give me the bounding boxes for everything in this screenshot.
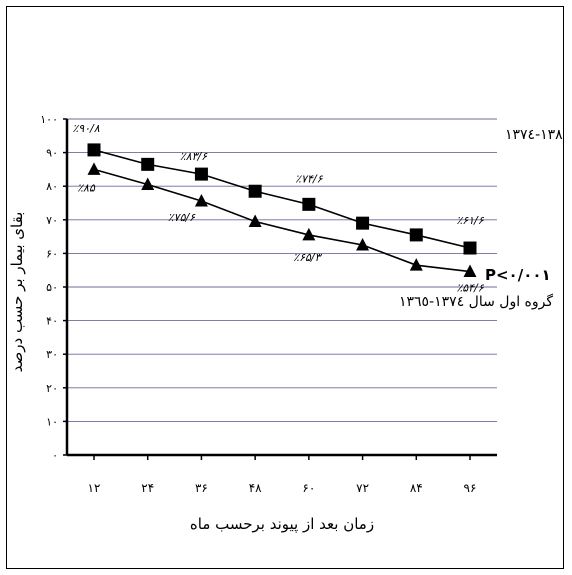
data-label: ٪۷۵/۶ (168, 211, 196, 224)
series-label-group-2: گروه دوم سال ۱۳۸۳-۱۳۷٤ (505, 126, 563, 143)
y-tick-label: ۸۰ (46, 180, 58, 193)
x-tick-label: ۸۴ (410, 481, 423, 495)
y-tick-label: ۰ (52, 449, 58, 462)
y-tick-labels: ۰ ۱۰ ۲۰ ۳۰ ۴۰ ۵۰ ۶۰ ۷۰ ۸۰ ۹۰ ۱۰۰ (40, 113, 58, 462)
y-tick-label: ۷۰ (46, 214, 58, 227)
data-label: ٪۸۵ (77, 181, 96, 194)
triangle-marker (141, 177, 155, 191)
y-tick-label: ۱۰ (46, 415, 58, 428)
triangle-marker (356, 238, 370, 251)
y-tick-label: ۵۰ (46, 281, 58, 294)
series-group (87, 143, 477, 278)
y-tick-label: ۹۰ (46, 147, 58, 160)
square-marker (141, 157, 155, 171)
data-label: ٪۶۵/۳ (293, 251, 322, 264)
triangle-marker (302, 227, 316, 241)
x-tick-label: ۳۶ (195, 481, 208, 495)
square-marker (248, 184, 262, 198)
p-value-label: P<۰/۰۰۱ (485, 266, 551, 284)
x-tick-label: ۷۲ (356, 481, 369, 495)
x-axis-title: زمان بعد از پیوند برحسب ماه (190, 515, 374, 534)
triangle-marker (194, 193, 208, 207)
series-label-group-1: گروه اول سال ۱۳۷٤-۱۳٦٥ (399, 293, 553, 310)
x-tick-label: ۴۸ (249, 481, 262, 495)
series-line (93, 149, 471, 249)
x-tick-labels: ۱۲ ۲۴ ۳۶ ۴۸ ۶۰ ۷۲ ۸۴ ۹۶ (88, 481, 477, 495)
data-label: ٪۵۴/۶ (456, 282, 484, 295)
y-axis-title: بقای بیمار بر حسب درصد (8, 212, 26, 373)
square-marker (463, 241, 477, 255)
x-tick-label: ۹۶ (464, 481, 477, 495)
y-tick-label: ۴۰ (46, 315, 58, 328)
square-marker (194, 167, 208, 181)
data-label: ٪۸۳/۶ (180, 150, 208, 163)
chart-frame: ۰ ۱۰ ۲۰ ۳۰ ۴۰ ۵۰ ۶۰ ۷۰ ۸۰ ۹۰ ۱۰۰ ۱۲ ۲۴ ۳۶ ۴۸ ۶۰ ۷۲ ۸۴ ۹۶ … (6, 6, 572, 569)
triangle-marker (409, 258, 423, 271)
x-tick-label: ۶۰ (302, 481, 315, 495)
data-label: ٪۷۴/۶ (295, 172, 323, 185)
data-label: ٪۶۱/۶ (456, 214, 484, 227)
x-tick-label: ۲۴ (141, 481, 154, 495)
triangle-marker (463, 264, 477, 278)
y-tick-label: ۳۰ (46, 348, 58, 361)
y-tick-label: ۶۰ (46, 247, 58, 260)
square-marker (409, 228, 423, 242)
series-line (93, 168, 471, 273)
x-tick-label: ۱۲ (88, 481, 101, 495)
y-tick-label: ۲۰ (46, 382, 58, 395)
triangle-marker (248, 214, 262, 227)
data-labels: ٪۹۰/۸ ٪۸۳/۶ ٪۷۴/۶ ٪۶۱/۶ ٪۸۵ ٪۷۵/۶ ٪۶۵/۳ ٪۵۴/۶ (72, 122, 484, 295)
grid-lines (67, 118, 497, 422)
triangle-marker (87, 162, 101, 175)
data-label: ٪۹۰/۸ (72, 122, 99, 135)
square-marker (356, 216, 370, 230)
y-tick-label: ۱۰۰ (40, 113, 58, 126)
axes (63, 118, 497, 460)
square-marker (87, 143, 101, 157)
square-marker (302, 197, 316, 211)
